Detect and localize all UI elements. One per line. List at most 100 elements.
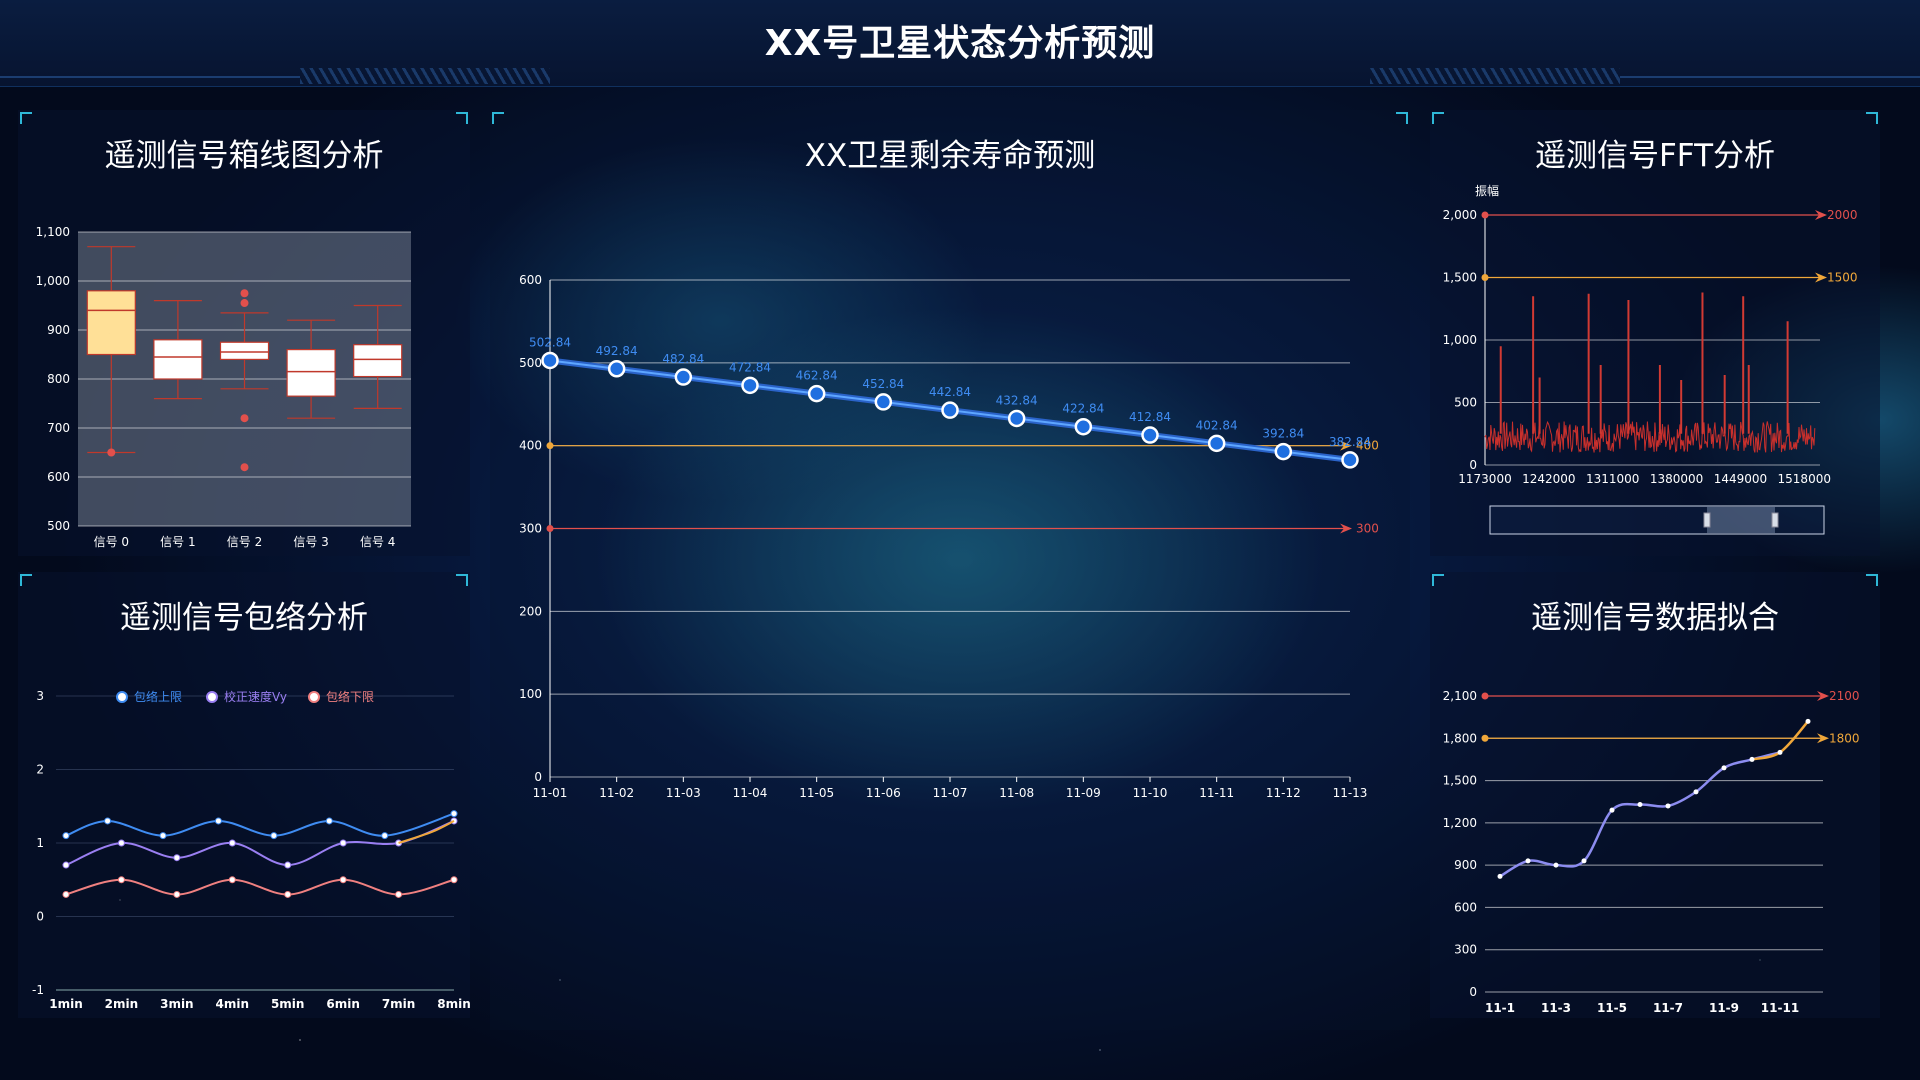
fit-point <box>1553 862 1559 868</box>
series-point <box>228 876 236 884</box>
x-tick-label: 11-01 <box>533 786 568 800</box>
y-tick-label: 500 <box>1454 396 1477 410</box>
fit-point <box>1805 718 1811 724</box>
box-body <box>353 344 403 378</box>
y-tick-label: 0 <box>534 770 542 784</box>
corner-decoration <box>20 574 32 586</box>
legend-marker <box>308 691 320 703</box>
threshold-start-dot <box>1481 274 1489 281</box>
header-stripe-left <box>300 68 550 84</box>
life-value-label: 462.84 <box>796 369 838 383</box>
corner-decoration <box>456 574 468 586</box>
box-outlier <box>107 448 116 457</box>
corner-decoration <box>1432 112 1444 124</box>
threshold-label: 300 <box>1356 522 1379 536</box>
fit-point <box>1777 749 1783 755</box>
x-tick-label: 信号 2 <box>227 535 262 549</box>
x-tick-label: 11-09 <box>1066 786 1101 800</box>
x-tick-label: 11-02 <box>599 786 634 800</box>
box-outlier <box>240 414 249 423</box>
life-value-label: 492.84 <box>596 344 638 358</box>
life-point <box>1341 451 1359 469</box>
series-point <box>173 890 181 898</box>
x-tick-label: 1311000 <box>1586 472 1639 486</box>
x-tick-label: 11-05 <box>799 786 834 800</box>
fit-point <box>1693 789 1699 795</box>
y-tick-label: 3 <box>36 689 44 703</box>
series-point <box>450 810 458 818</box>
zoom-slider-handle <box>1703 512 1711 528</box>
series-line <box>65 812 455 837</box>
series-tail-highlight <box>398 820 455 844</box>
x-tick-label: 信号 4 <box>360 535 395 549</box>
life-value-label: 402.84 <box>1196 418 1238 432</box>
life-point <box>874 393 893 411</box>
series-point <box>284 861 292 869</box>
x-tick-label: 11-04 <box>733 786 768 800</box>
y-tick-label: 100 <box>519 687 542 701</box>
y-tick-label: 800 <box>47 372 70 386</box>
y-tick-label: 2 <box>36 763 44 777</box>
threshold-start-dot <box>546 525 554 532</box>
box-outlier <box>240 299 249 308</box>
life-point <box>941 401 959 419</box>
life-point <box>741 376 759 395</box>
x-tick-label: 1173000 <box>1458 472 1511 486</box>
corner-decoration <box>20 112 32 124</box>
x-tick-label: 11-5 <box>1597 1001 1627 1015</box>
box-body <box>286 349 336 397</box>
y-tick-label: 900 <box>47 323 70 337</box>
fit-point <box>1609 807 1615 813</box>
x-tick-label: 11-11 <box>1199 786 1234 800</box>
box-outlier <box>240 463 249 472</box>
y-tick-label: 600 <box>47 470 70 484</box>
y-tick-label: 600 <box>1454 900 1477 914</box>
x-tick-label: 3min <box>160 997 194 1011</box>
y-tick-label: 600 <box>519 273 542 287</box>
fit-title: 遥测信号数据拟合 <box>1531 600 1779 636</box>
box-outlier <box>240 289 249 298</box>
corner-decoration <box>492 112 504 124</box>
series-point <box>104 817 112 825</box>
x-tick-label: 1242000 <box>1522 472 1575 486</box>
y-tick-label: 0 <box>36 910 44 924</box>
series-point <box>173 854 181 862</box>
threshold-label: 1800 <box>1829 731 1860 745</box>
y-tick-label: 500 <box>519 356 542 370</box>
x-tick-label: 11-06 <box>866 786 901 800</box>
x-tick-label: 11-10 <box>1133 786 1168 800</box>
y-tick-label: -1 <box>32 983 44 997</box>
life-value-label: 432.84 <box>996 393 1038 407</box>
zoom-slider-window <box>1707 507 1775 533</box>
fit-point <box>1665 803 1671 809</box>
fit-point <box>1525 858 1531 864</box>
series-point <box>450 876 458 884</box>
x-tick-label: 11-1 <box>1485 1001 1515 1015</box>
threshold-label: 2000 <box>1827 208 1858 222</box>
corner-decoration <box>1866 112 1878 124</box>
header-stripe-right <box>1370 68 1620 84</box>
x-tick-label: 11-12 <box>1266 786 1301 800</box>
x-tick-label: 7min <box>382 997 416 1011</box>
threshold-arrow <box>1815 272 1827 283</box>
x-tick-label: 2min <box>105 997 139 1011</box>
life-point <box>1274 442 1293 461</box>
series-point <box>270 832 278 840</box>
threshold-start-dot <box>1481 692 1489 700</box>
series-point <box>117 839 125 847</box>
series-point <box>284 890 292 898</box>
series-point <box>62 832 70 840</box>
fit-chart: 2,100 1,800 1,500 1,200 900 600 300 0 11-1 11-3 11… <box>1443 689 1860 1015</box>
box-body <box>153 339 203 380</box>
life-title: XX卫星剩余寿命预测 <box>804 138 1096 174</box>
fit-point <box>1749 756 1755 762</box>
legend-marker <box>206 691 218 703</box>
header-line-left <box>0 76 300 78</box>
y-tick-label: 2,100 <box>1443 689 1477 703</box>
threshold-arrow <box>1340 440 1352 451</box>
y-tick-label: 1,000 <box>36 274 70 288</box>
series-line <box>65 820 455 867</box>
x-tick-label: 11-13 <box>1333 786 1368 800</box>
box-body <box>86 290 136 356</box>
boxplot-title: 遥测信号箱线图分析 <box>104 138 384 174</box>
